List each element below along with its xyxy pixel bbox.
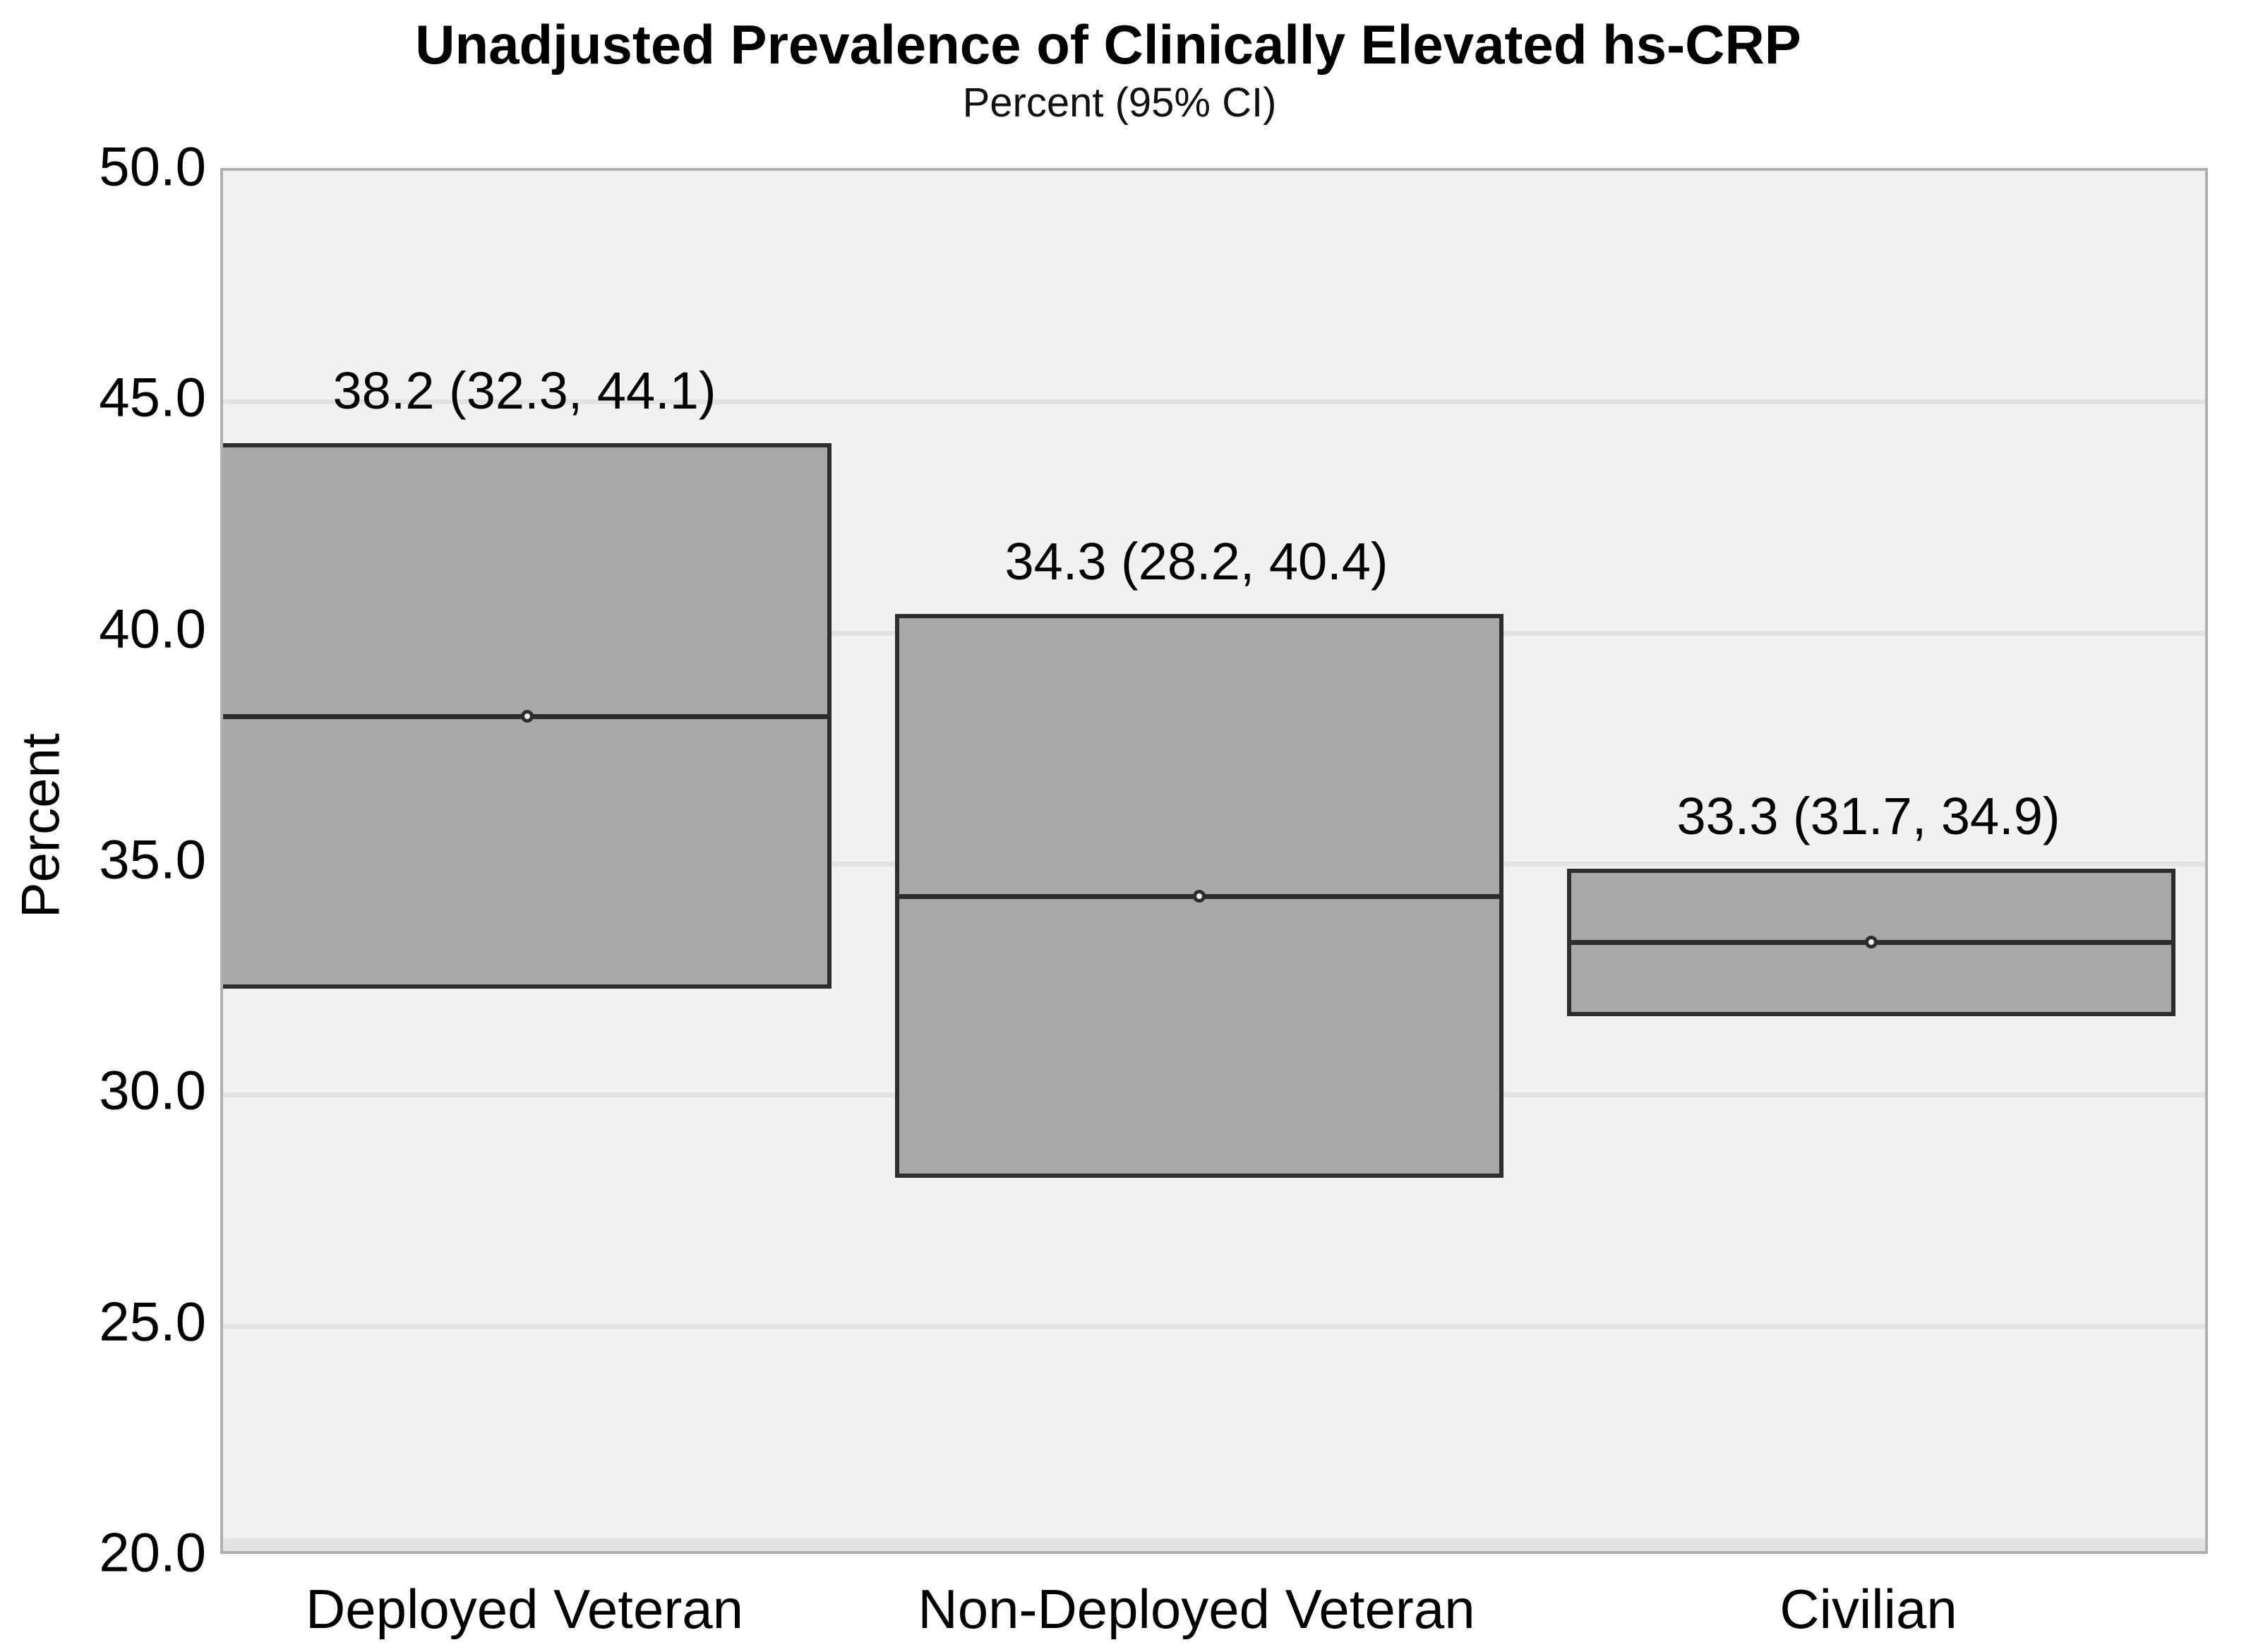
- y-tick-label: 45.0: [99, 366, 206, 429]
- y-tick-label: 40.0: [99, 597, 206, 660]
- chart-subtitle: Percent (95% CI): [962, 80, 1277, 126]
- y-tick-label: 50.0: [99, 135, 206, 198]
- gridline: [223, 1538, 2205, 1551]
- point-estimate-marker: [521, 709, 534, 723]
- point-estimate-marker: [1865, 936, 1878, 949]
- y-tick-label: 35.0: [99, 828, 206, 891]
- y-tick-label: 25.0: [99, 1290, 206, 1353]
- y-tick-label: 30.0: [99, 1059, 206, 1122]
- x-axis-label-deployed-veteran: Deployed Veteran: [305, 1578, 744, 1640]
- y-tick-label: 20.0: [99, 1521, 206, 1584]
- gridline: [223, 1323, 2205, 1329]
- plot-area: [220, 168, 2208, 1554]
- chart-title: Unadjusted Prevalence of Clinically Elev…: [415, 13, 1801, 76]
- gridline: [223, 399, 2205, 405]
- x-axis-label-non-deployed-veteran: Non-Deployed Veteran: [918, 1578, 1475, 1640]
- value-label: 38.2 (32.3, 44.1): [332, 361, 716, 421]
- value-label: 33.3 (31.7, 34.9): [1676, 786, 2060, 845]
- value-label: 34.3 (28.2, 40.4): [1004, 532, 1388, 591]
- point-estimate-marker: [1193, 889, 1206, 903]
- x-axis-label-civilian: Civilian: [1779, 1578, 1957, 1640]
